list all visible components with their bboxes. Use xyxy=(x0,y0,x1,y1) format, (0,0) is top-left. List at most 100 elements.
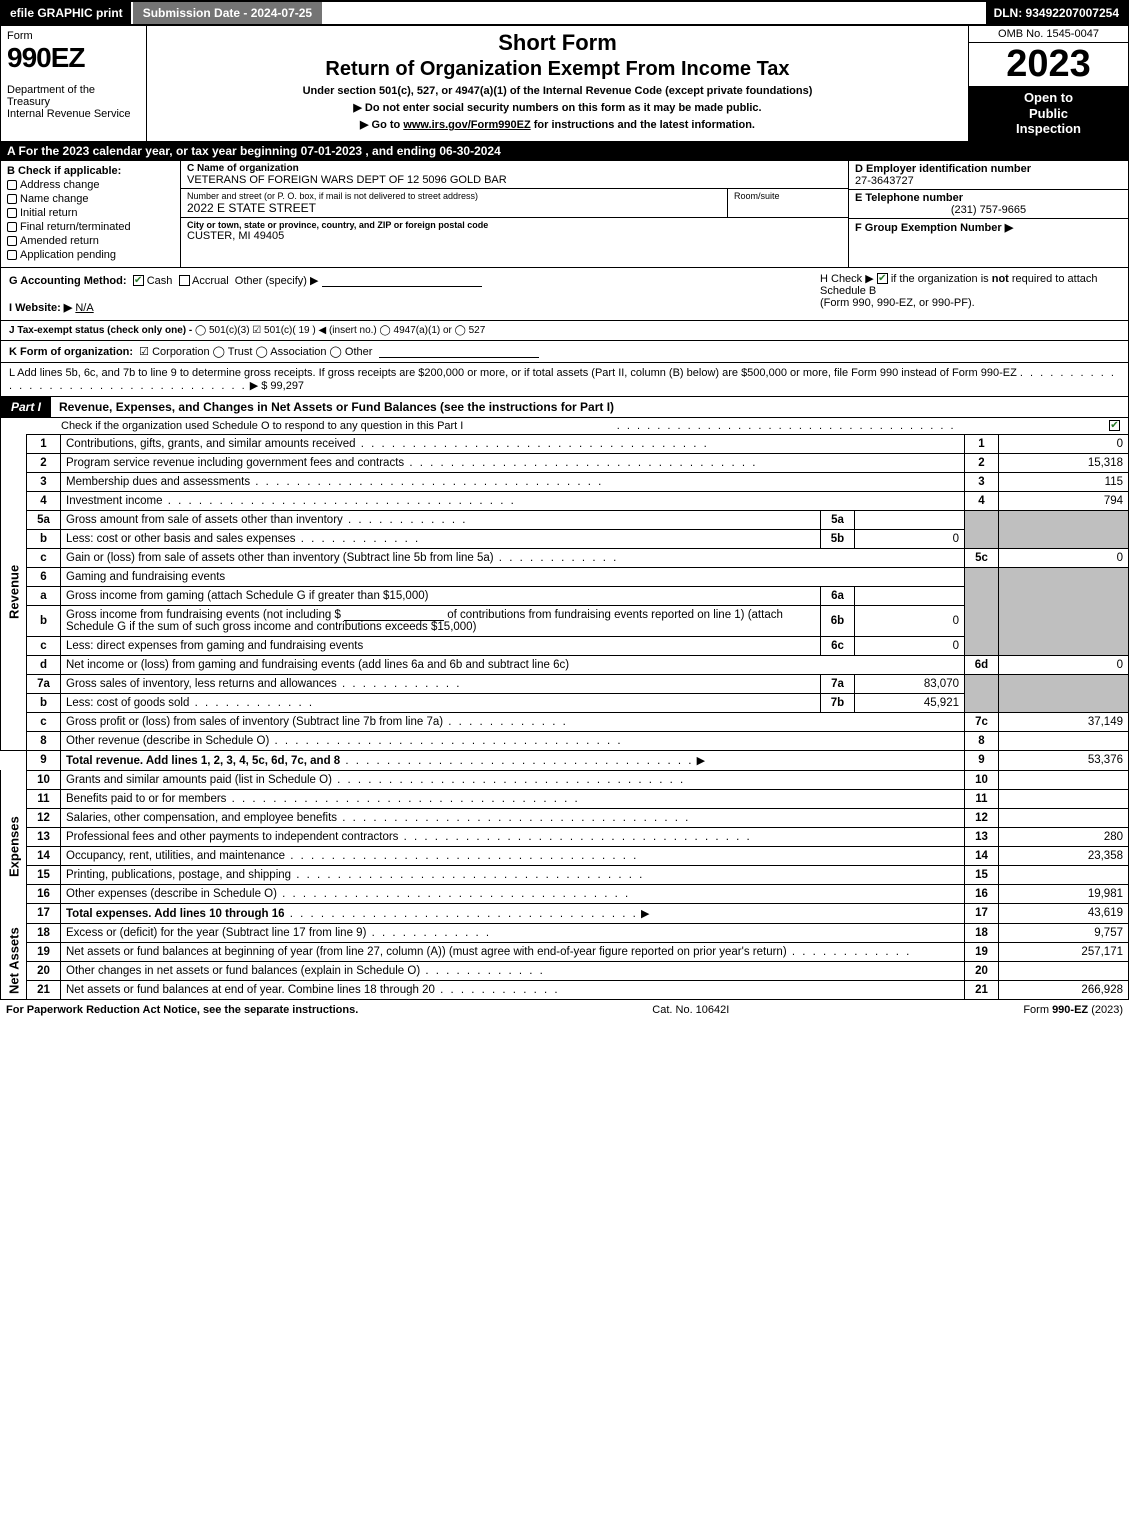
g-accrual-check[interactable] xyxy=(179,275,190,286)
c-street: Number and street (or P. O. box, if mail… xyxy=(181,189,728,217)
line-3: 3 Membership dues and assessments 3 115 xyxy=(1,472,1129,491)
h-checkbox[interactable] xyxy=(877,273,888,284)
line-5c: c Gain or (loss) from sale of assets oth… xyxy=(1,548,1129,567)
footer-mid: Cat. No. 10642I xyxy=(652,1004,729,1016)
k-label: K Form of organization: xyxy=(9,346,133,358)
g-label: G Accounting Method: xyxy=(9,275,127,287)
line-6b: b Gross income from fundraising events (… xyxy=(1,605,1129,636)
open-to-public: Open to Public Inspection xyxy=(969,86,1128,141)
submission-date: Submission Date - 2024-07-25 xyxy=(131,2,324,24)
section-j: J Tax-exempt status (check only one) - ◯… xyxy=(0,321,1129,341)
chk-address-change[interactable]: Address change xyxy=(7,179,174,191)
tax-year: 2023 xyxy=(969,43,1128,86)
chk-initial-return[interactable]: Initial return xyxy=(7,207,174,219)
header-left: Form 990EZ Department of the Treasury In… xyxy=(1,26,147,141)
d-ein: D Employer identification number 27-3643… xyxy=(849,161,1128,190)
line-4: 4 Investment income 4 794 xyxy=(1,491,1129,510)
j-opts: ◯ 501(c)(3) ☑ 501(c)( 19 ) ◀ (insert no.… xyxy=(195,325,485,336)
6b-amount-field[interactable] xyxy=(344,609,444,621)
l-amt: 99,297 xyxy=(270,380,304,392)
arrow-line-1: ▶ Do not enter social security numbers o… xyxy=(157,101,958,114)
c-street-row: Number and street (or P. O. box, if mail… xyxy=(181,189,848,218)
dln-label: DLN: 93492207007254 xyxy=(986,2,1127,24)
line-7b: b Less: cost of goods sold 7b 45,921 xyxy=(1,693,1129,712)
part1-label: Part I xyxy=(1,397,51,417)
e-label: E Telephone number xyxy=(855,192,1122,204)
arrow-line-2: ▶ Go to www.irs.gov/Form990EZ for instru… xyxy=(157,118,958,131)
c-city: City or town, state or province, country… xyxy=(181,218,848,244)
lines-table: Revenue 1 Contributions, gifts, grants, … xyxy=(0,434,1129,1000)
line-12: 12 Salaries, other compensation, and emp… xyxy=(1,808,1129,827)
part1-header: Part I Revenue, Expenses, and Changes in… xyxy=(0,397,1129,418)
e-phone: E Telephone number (231) 757-9665 xyxy=(849,190,1128,219)
spacer xyxy=(324,2,985,24)
g-other: Other (specify) ▶ xyxy=(235,275,319,287)
part1-sub-check[interactable] xyxy=(1109,420,1120,431)
i-label: I Website: ▶ xyxy=(9,302,72,314)
h-text4: (Form 990, 990-EZ, or 990-PF). xyxy=(820,297,975,309)
under-section: Under section 501(c), 527, or 4947(a)(1)… xyxy=(157,85,958,97)
section-h: H Check ▶ if the organization is not req… xyxy=(820,272,1120,309)
b-heading: B Check if applicable: xyxy=(7,165,174,177)
g-other-field[interactable] xyxy=(322,275,482,287)
h-text2: if the organization is xyxy=(891,273,992,285)
line-17: 17 Total expenses. Add lines 10 through … xyxy=(1,903,1129,923)
h-not: not xyxy=(992,273,1009,285)
dept-treasury: Department of the Treasury xyxy=(7,84,140,108)
chk-application-pending[interactable]: Application pending xyxy=(7,249,174,261)
h-text1: H Check ▶ xyxy=(820,273,877,285)
form-header: Form 990EZ Department of the Treasury In… xyxy=(0,26,1129,142)
footer-right: Form 990-EZ (2023) xyxy=(1023,1004,1123,1016)
line-10: Expenses 10 Grants and similar amounts p… xyxy=(1,770,1129,789)
line-7c: c Gross profit or (loss) from sales of i… xyxy=(1,712,1129,731)
row-a-tax-year: A For the 2023 calendar year, or tax yea… xyxy=(0,142,1129,161)
form-label: Form xyxy=(7,30,140,42)
side-expenses: Expenses xyxy=(1,770,27,923)
g-cash-check[interactable] xyxy=(133,275,144,286)
return-title: Return of Organization Exempt From Incom… xyxy=(157,58,958,81)
g-cash: Cash xyxy=(147,275,173,287)
c-city-value: CUSTER, MI 49405 xyxy=(187,230,842,242)
c-room: Room/suite xyxy=(728,189,848,217)
j-label: J Tax-exempt status (check only one) - xyxy=(9,325,195,336)
line-15: 15 Printing, publications, postage, and … xyxy=(1,865,1129,884)
section-def: D Employer identification number 27-3643… xyxy=(848,161,1128,267)
c-name: C Name of organization VETERANS OF FOREI… xyxy=(181,161,848,189)
chk-name-change[interactable]: Name change xyxy=(7,193,174,205)
line-6: 6 Gaming and fundraising events xyxy=(1,567,1129,586)
line-6d: d Net income or (loss) from gaming and f… xyxy=(1,655,1129,674)
c-name-value: VETERANS OF FOREIGN WARS DEPT OF 12 5096… xyxy=(187,174,842,186)
top-bar: efile GRAPHIC print Submission Date - 20… xyxy=(0,0,1129,26)
section-bcdef: B Check if applicable: Address change Na… xyxy=(0,161,1129,268)
c-street-label: Number and street (or P. O. box, if mail… xyxy=(187,191,721,201)
l-amt-prefix: ▶ $ xyxy=(250,380,271,392)
d-value: 27-3643727 xyxy=(855,175,1122,187)
f-group: F Group Exemption Number ▶ xyxy=(849,219,1128,236)
c-street-value: 2022 E STATE STREET xyxy=(187,201,721,215)
page-footer: For Paperwork Reduction Act Notice, see … xyxy=(0,1000,1129,1020)
part1-title: Revenue, Expenses, and Changes in Net As… xyxy=(51,397,1128,417)
line-8: 8 Other revenue (describe in Schedule O)… xyxy=(1,731,1129,750)
section-c: C Name of organization VETERANS OF FOREI… xyxy=(181,161,848,267)
chk-final-return[interactable]: Final return/terminated xyxy=(7,221,174,233)
side-revenue: Revenue xyxy=(1,434,27,750)
part1-sub-dots xyxy=(617,420,956,432)
line-14: 14 Occupancy, rent, utilities, and maint… xyxy=(1,846,1129,865)
line-5b: b Less: cost or other basis and sales ex… xyxy=(1,529,1129,548)
c-city-label: City or town, state or province, country… xyxy=(187,220,842,230)
chk-amended-return[interactable]: Amended return xyxy=(7,235,174,247)
c-room-label: Room/suite xyxy=(734,191,842,201)
l-text: L Add lines 5b, 6c, and 7b to line 9 to … xyxy=(9,367,1017,379)
line-5a: 5a Gross amount from sale of assets othe… xyxy=(1,510,1129,529)
line-9: 9 Total revenue. Add lines 1, 2, 3, 4, 5… xyxy=(1,750,1129,770)
omb-number: OMB No. 1545-0047 xyxy=(969,26,1128,43)
header-right: OMB No. 1545-0047 2023 Open to Public In… xyxy=(968,26,1128,141)
c-name-label: C Name of organization xyxy=(187,163,842,174)
line-6a: a Gross income from gaming (attach Sched… xyxy=(1,586,1129,605)
f-label: F Group Exemption Number ▶ xyxy=(855,222,1013,234)
section-ghi: H Check ▶ if the organization is not req… xyxy=(0,268,1129,321)
line-20: 20 Other changes in net assets or fund b… xyxy=(1,961,1129,980)
part1-sub-text: Check if the organization used Schedule … xyxy=(61,420,463,432)
k-other-field[interactable] xyxy=(379,346,539,358)
irs-link[interactable]: www.irs.gov/Form990EZ xyxy=(403,119,530,131)
